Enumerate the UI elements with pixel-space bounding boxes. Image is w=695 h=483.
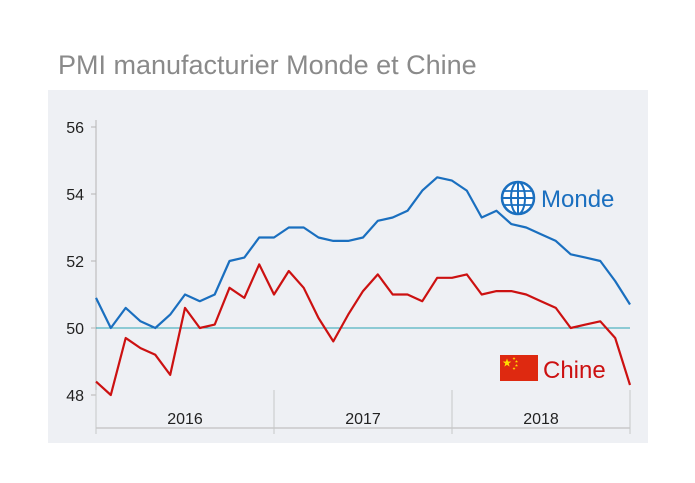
china-flag-icon <box>500 355 538 381</box>
series-line-chine <box>95 263 632 397</box>
chart-title: PMI manufacturier Monde et Chine <box>58 50 477 80</box>
y-tick-label: 50 <box>66 321 84 338</box>
legend-label-chine: Chine <box>543 357 606 384</box>
axes: 48 50 52 54 56 2016 2017 2018 <box>66 120 631 434</box>
x-tick-label: 2017 <box>345 411 381 428</box>
y-tick-label: 54 <box>66 187 84 204</box>
globe-icon <box>500 180 536 216</box>
x-tick-label: 2016 <box>167 411 203 428</box>
series-line-monde <box>95 176 631 330</box>
y-tick-label: 56 <box>66 120 84 137</box>
y-tick-label: 48 <box>66 388 84 405</box>
y-tick-label: 52 <box>66 254 84 271</box>
legend-label-monde: Monde <box>541 186 614 213</box>
plot-panel <box>48 90 648 443</box>
x-tick-label: 2018 <box>523 411 559 428</box>
series-group <box>95 176 632 397</box>
legend: Monde Chine <box>500 180 614 384</box>
